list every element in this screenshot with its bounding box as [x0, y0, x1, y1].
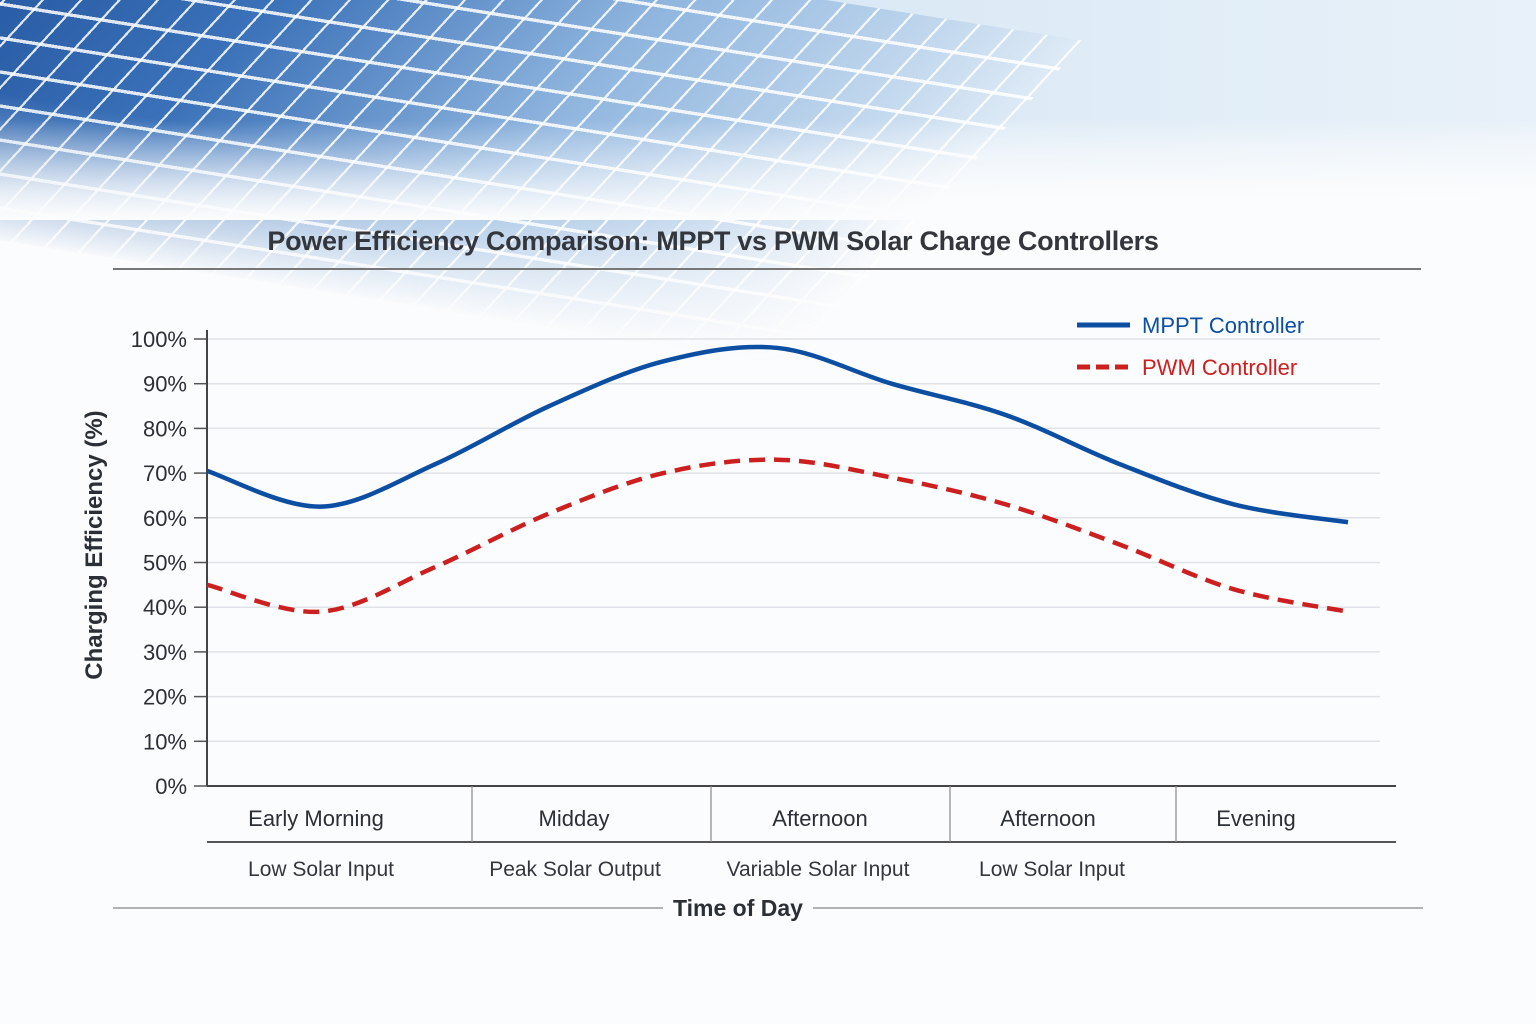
x-subcategory-label: Variable Solar Input	[727, 858, 910, 881]
y-tick-label: 60%	[143, 506, 187, 531]
x-subcategory-label: Low Solar Input	[248, 858, 394, 881]
chart-title: Power Efficiency Comparison: MPPT vs PWM…	[267, 226, 1159, 256]
y-tick-label: 70%	[143, 461, 187, 486]
y-tick-label: 80%	[143, 416, 187, 441]
y-tick-label: 50%	[143, 551, 187, 576]
y-tick-label: 0%	[155, 774, 187, 799]
y-tick-label: 10%	[143, 729, 187, 754]
banner-fade	[0, 120, 1536, 220]
x-category-label: Evening	[1216, 806, 1296, 831]
y-tick-label: 30%	[143, 640, 187, 665]
series-line-pwm-controller	[206, 457, 1349, 615]
x-category-label: Midday	[539, 806, 610, 831]
y-tick-label: 40%	[143, 595, 187, 620]
solar-panel-banner	[0, 0, 1536, 368]
legend-label: MPPT Controller	[1142, 313, 1304, 338]
legend-label: PWM Controller	[1142, 355, 1297, 380]
x-category-label: Early Morning	[248, 806, 384, 831]
x-subcategory-label: Peak Solar Output	[489, 858, 661, 881]
y-axis-title: Charging Efficiency (%)	[81, 410, 108, 679]
y-tick-label: 20%	[143, 685, 187, 710]
y-tick-label: 90%	[143, 372, 187, 397]
x-subcategory-label: Low Solar Input	[979, 858, 1125, 881]
x-category-label: Afternoon	[772, 806, 867, 831]
title-divider	[113, 268, 1421, 270]
x-axis-title: Time of Day	[673, 895, 803, 921]
series-line-mppt-controller	[206, 344, 1349, 525]
y-tick-label: 100%	[131, 327, 187, 352]
x-category-label: Afternoon	[1000, 806, 1095, 831]
